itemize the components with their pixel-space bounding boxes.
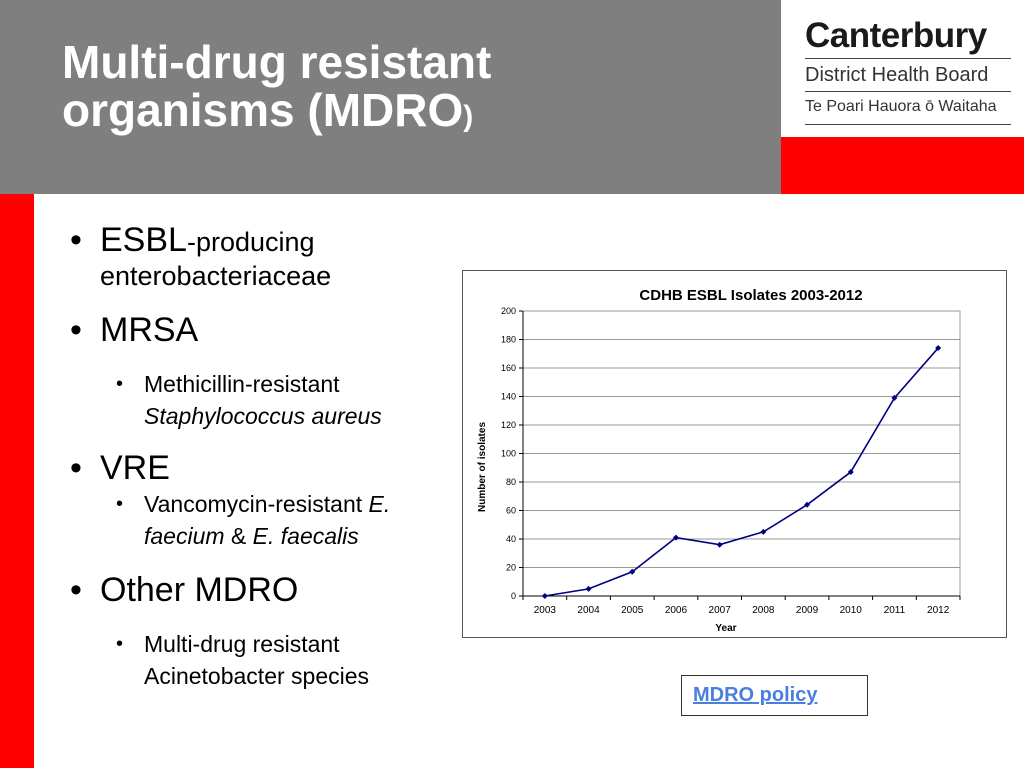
x-axis-label: Year	[715, 623, 736, 634]
vre-sub-1: Vancomycin-resistant E.	[144, 488, 390, 520]
logo-rule-bottom	[805, 124, 1011, 125]
logo-rule-top	[805, 58, 1011, 59]
logo-name: Canterbury	[805, 16, 987, 55]
data-point-2009	[804, 501, 811, 508]
bullet-marker: •	[70, 311, 82, 349]
data-point-2003	[541, 593, 548, 599]
y-tick-label-40: 40	[506, 534, 516, 544]
data-point-2007	[716, 541, 723, 548]
vre-sub-2: faecium & E. faecalis	[144, 520, 359, 552]
other-sub-2: Acinetobacter species	[144, 663, 370, 689]
vre-sub-1a: Vancomycin-resistant	[144, 491, 369, 517]
data-point-2005	[629, 568, 636, 575]
sub-bullet-marker: •	[116, 633, 124, 655]
bullet-esbl-text: ESBL-producing	[100, 222, 315, 260]
title-paren: )	[463, 100, 474, 133]
vre-sub-2a: faecium	[144, 523, 225, 549]
vre-text: VRE	[100, 449, 170, 487]
y-tick-label-60: 60	[506, 506, 516, 516]
x-tick-label-2007: 2007	[709, 605, 732, 616]
grid-lines	[523, 310, 960, 568]
logo-line-3: Te Poari Hauora ō Waitaha	[805, 98, 997, 115]
data-point-2012	[935, 345, 942, 352]
bullet-marker: •	[70, 221, 82, 259]
x-tick-label-2005: 2005	[621, 605, 644, 616]
logo-line-2: District Health Board	[805, 64, 989, 86]
bullet-marker: •	[70, 449, 82, 487]
tick-labels: 0 20 40 60 80 100 120 140 160 180 200 2003 2004 2005 2…	[501, 306, 950, 616]
slide-title: Multi-drug resistant organisms (MDRO)	[62, 38, 491, 141]
esbl-rest-2: enterobacteriaceae	[100, 261, 332, 291]
mdro-policy-box: MDRO policy	[681, 675, 868, 716]
x-tick-label-2012: 2012	[927, 605, 950, 616]
mrsa-text: MRSA	[100, 311, 199, 349]
x-tick-label-2006: 2006	[665, 605, 688, 616]
y-tick-label-120: 120	[501, 420, 516, 430]
vre-sub-1b: E.	[368, 491, 391, 517]
cdhb-logo: Canterbury District Health Board Te Poar…	[781, 0, 1024, 137]
series-line	[544, 347, 939, 597]
vre-sub-2b: &	[224, 523, 253, 549]
other-text: Other MDRO	[100, 571, 299, 609]
bullet-marker: •	[70, 571, 82, 609]
mrsa-sub-1: Methicillin-resistant	[144, 371, 340, 397]
data-point-2010	[847, 469, 854, 476]
x-tick-label-2010: 2010	[840, 605, 863, 616]
header-band: Multi-drug resistant organisms (MDRO)	[0, 0, 781, 194]
y-tick-label-160: 160	[501, 363, 516, 373]
y-tick-label-80: 80	[506, 477, 516, 487]
x-tick-label-2009: 2009	[796, 605, 819, 616]
esbl-chart-svg: CDHB ESBL Isolates 2003-2012 Year Number…	[477, 287, 961, 634]
axes	[519, 310, 961, 600]
x-tick-label-2008: 2008	[752, 605, 775, 616]
y-tick-label-180: 180	[501, 335, 516, 345]
data-point-2004	[585, 585, 592, 592]
y-tick-label-20: 20	[506, 563, 516, 573]
sub-bullet-marker: •	[116, 373, 124, 395]
x-tick-label-2011: 2011	[884, 605, 906, 616]
title-line-2-text: organisms (MDRO	[62, 84, 464, 136]
logo-rule-middle	[805, 91, 1011, 92]
left-red-bar	[0, 194, 34, 768]
esbl-main: ESBL	[100, 221, 187, 259]
x-tick-label-2004: 2004	[577, 605, 600, 616]
data-point-2011	[891, 394, 898, 401]
logo-red-block	[781, 137, 1024, 194]
y-tick-label-100: 100	[501, 449, 516, 459]
y-axis-label: Number of isolates	[477, 422, 488, 512]
x-tick-label-2003: 2003	[534, 605, 557, 616]
y-tick-label-140: 140	[501, 392, 516, 402]
data-point-2006	[672, 534, 679, 541]
vre-sub-2c: E. faecalis	[252, 523, 359, 549]
chart-title: CDHB ESBL Isolates 2003-2012	[639, 287, 862, 304]
series-esbl	[541, 345, 942, 599]
y-tick-label-0: 0	[511, 591, 516, 601]
mrsa-sub-2: Staphylococcus aureus	[144, 403, 382, 429]
sub-bullet-marker: •	[116, 493, 124, 515]
mdro-policy-link[interactable]: MDRO policy	[693, 684, 818, 706]
other-sub-1: Multi-drug resistant	[144, 631, 340, 657]
y-tick-label-200: 200	[501, 306, 516, 316]
esbl-chart: CDHB ESBL Isolates 2003-2012 Year Number…	[462, 270, 1007, 638]
title-line-2: organisms (MDRO)	[62, 86, 491, 141]
data-point-2008	[760, 528, 767, 535]
title-line-1: Multi-drug resistant	[62, 36, 492, 88]
esbl-rest-1: -producing	[186, 227, 315, 257]
